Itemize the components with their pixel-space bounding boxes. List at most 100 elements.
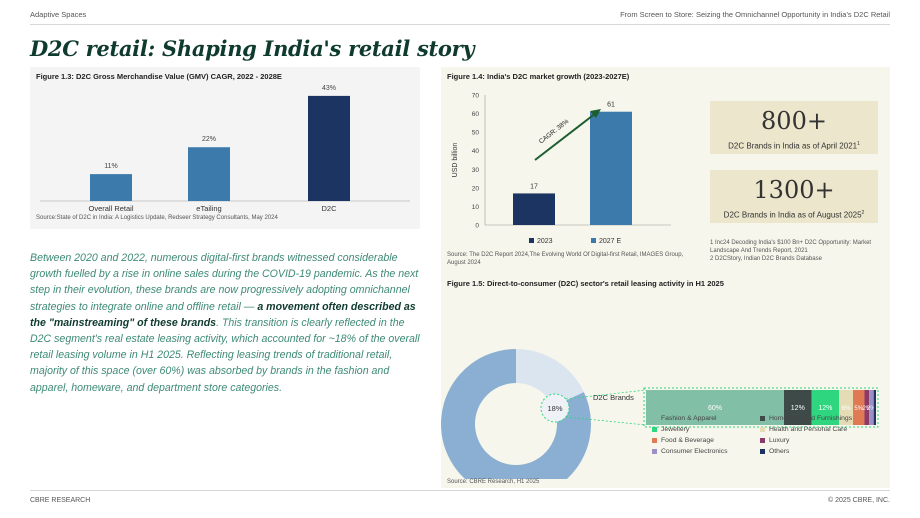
- fig13-bar: [308, 95, 350, 201]
- fig15-legend-item: Consumer Electronics: [652, 448, 760, 455]
- fig13-category-label: D2C: [321, 204, 337, 213]
- footnote-2: 2 D2CStory, Indian D2C Brands Database: [710, 256, 822, 263]
- fig15-legend-swatch: [652, 416, 657, 421]
- fig15-legend-swatch: [760, 449, 765, 454]
- figure-1-3-panel: Figure 1.3: D2C Gross Merchandise Value …: [30, 67, 420, 229]
- fig15-legend-label: Homeware and Furnishings: [769, 415, 853, 422]
- fig15-legend-item: Jewellery: [652, 426, 760, 433]
- figure-1-5-title: Figure 1.5: Direct-to-consumer (D2C) sec…: [447, 279, 724, 288]
- stat-label-2021: D2C Brands in India as of April 20211: [728, 141, 860, 151]
- fig14-ytick-label: 40: [472, 148, 480, 155]
- figure-1-3-chart: 11% Overall Retail 22% eTailing 43% D2C: [40, 85, 410, 213]
- figure-1-3-title: Figure 1.3: D2C Gross Merchandise Value …: [36, 72, 282, 81]
- stat-box-2025: 1300+ D2C Brands in India as of August 2…: [710, 170, 878, 223]
- fig14-ylabel: USD billion: [452, 143, 459, 178]
- stat-value-2021: 800+: [761, 107, 827, 135]
- fig15-stack-label: 12%: [818, 405, 832, 412]
- body-text-part-2: . This transition is clearly reflected i…: [30, 316, 420, 394]
- fig15-legend-label: Others: [769, 448, 790, 455]
- fig15-donut-slice: [516, 349, 584, 407]
- fig15-stack-segment: [784, 390, 812, 425]
- footnotes: 1 Inc24 Decoding India's $100 Bn+ D2C Op…: [710, 239, 890, 263]
- fig15-stack-segment: [853, 390, 865, 425]
- fig14-legend-swatch: [591, 238, 596, 243]
- fig15-legend-label: Food & Beverage: [661, 437, 714, 444]
- fig15-stack-segment: [869, 390, 874, 425]
- fig14-ytick-label: 20: [472, 185, 480, 192]
- fig15-stack-label: 2%: [867, 406, 876, 412]
- fig15-legend-label: Consumer Electronics: [661, 448, 728, 455]
- fig14-value-label: 61: [607, 102, 615, 109]
- fig13-value-label: 43%: [322, 85, 336, 92]
- fig15-stack-label: 2%: [862, 406, 871, 412]
- fig13-bar: [90, 174, 132, 201]
- fig15-stack-segment: [811, 390, 840, 425]
- footer-right: © 2025 CBRE, INC.: [828, 497, 890, 504]
- fig14-cagr-arrow: [534, 112, 597, 161]
- fig14-ytick-label: 50: [472, 130, 480, 137]
- fig15-stack-label: 5%: [854, 406, 863, 412]
- fig15-legend-label: Fashion & Apparel: [661, 415, 717, 422]
- footnote-1: 1 Inc24 Decoding India's $100 Bn+ D2C Op…: [710, 240, 872, 255]
- figure-1-3-source: Source:State of D2C in India: A Logistic…: [36, 215, 278, 221]
- fig13-bar: [188, 147, 230, 201]
- figure-1-4-title: Figure 1.4: India's D2C market growth (2…: [447, 72, 630, 81]
- fig14-ytick-label: 70: [472, 93, 480, 100]
- fig15-legend-item: Food & Beverage: [652, 437, 760, 444]
- fig15-stack-label: 12%: [791, 405, 805, 412]
- fig15-stack-label: 6%: [842, 406, 851, 412]
- fig15-legend-item: Luxury: [760, 437, 882, 444]
- fig15-legend-swatch: [760, 438, 765, 443]
- header-left: Adaptive Spaces: [30, 10, 87, 19]
- body-paragraph: Between 2020 and 2022, numerous digital-…: [30, 250, 420, 396]
- fig15-legend-swatch: [760, 416, 765, 421]
- fig15-slice-label: 18%: [547, 404, 562, 413]
- figure-1-4-chart: USD billion 0 10 20 30 40 50 60 70 17 61 CAGR: 38% 2…: [452, 93, 671, 245]
- footer-divider: [30, 490, 890, 491]
- fig15-legend-item: Fashion & Apparel: [652, 415, 760, 422]
- figure-1-5-source: Source: CBRE Research, H1 2025: [447, 479, 540, 485]
- fig14-ytick-label: 60: [472, 111, 480, 118]
- fig14-cagr-label: CAGR: 38%: [538, 118, 570, 145]
- fig15-stack-segment: [839, 390, 853, 425]
- fig14-legend-label: 2023: [537, 238, 553, 245]
- fig15-d2c-label: D2C Brands: [593, 393, 634, 402]
- fig15-legend-swatch: [760, 427, 765, 432]
- fig15-highlight-circle: [540, 393, 570, 423]
- stat-box-2021: 800+ D2C Brands in India as of April 202…: [710, 101, 878, 154]
- footer-left: CBRE RESEARCH: [30, 497, 91, 504]
- fig13-value-label: 11%: [104, 163, 118, 170]
- fig15-legend-item: Others: [760, 448, 882, 455]
- fig14-ytick-label: 0: [475, 223, 479, 230]
- fig15-donut-slice: [441, 349, 591, 479]
- fig15-legend-label: Jewellery: [661, 426, 690, 433]
- fig13-category-label: eTailing: [196, 204, 221, 213]
- fig14-cagr-arrowhead: [590, 109, 601, 118]
- stat-label-2025: D2C Brands in India as of August 20252: [723, 210, 865, 220]
- fig14-value-label: 17: [530, 183, 538, 190]
- fig15-connector: [565, 416, 647, 426]
- body-text-part-1: Between 2020 and 2022, numerous digital-…: [30, 252, 419, 313]
- stat-value-2025: 1300+: [753, 176, 835, 204]
- fig15-stack-segment: [873, 390, 876, 425]
- fig15-legend-swatch: [652, 438, 657, 443]
- fig15-legend-label: Luxury: [769, 437, 790, 444]
- fig15-connector: [565, 389, 647, 400]
- fig14-legend-label: 2027 E: [599, 238, 622, 245]
- fig14-ytick-label: 10: [472, 204, 480, 211]
- fig15-stack-label: 60%: [708, 405, 722, 412]
- body-text-emphasis: a movement often described as the "mains…: [30, 300, 416, 329]
- fig13-category-label: Overall Retail: [88, 204, 133, 213]
- figure-1-4-source: Source: The D2C Report 2024,The Evolving…: [447, 252, 684, 266]
- figure-1-5-legend: Fashion & Apparel Homeware and Furnishing…: [652, 415, 882, 455]
- fig15-legend-swatch: [652, 449, 657, 454]
- fig14-bar: [513, 193, 555, 225]
- header-divider: [30, 24, 890, 25]
- header-right: From Screen to Store: Seizing the Omnich…: [620, 10, 890, 19]
- fig14-ytick-label: 30: [472, 167, 480, 174]
- fig15-legend-swatch: [652, 427, 657, 432]
- fig14-legend-swatch: [529, 238, 534, 243]
- fig15-legend-label: Health and Personal Care: [769, 426, 848, 433]
- fig14-bar: [590, 111, 632, 225]
- fig13-value-label: 22%: [202, 136, 216, 143]
